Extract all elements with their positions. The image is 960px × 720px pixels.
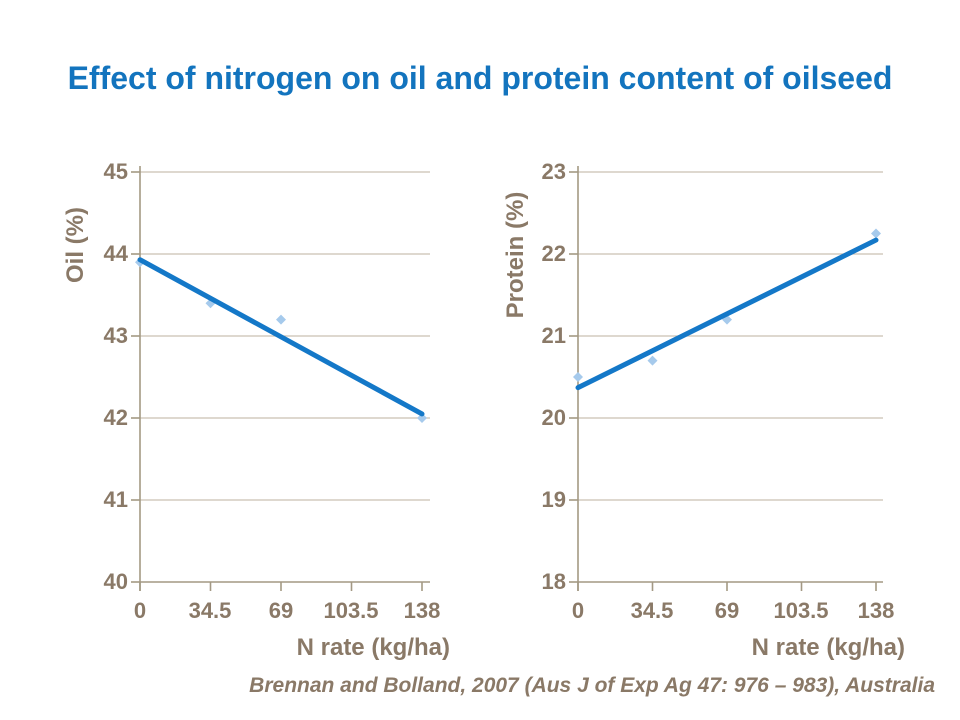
data-point-marker bbox=[276, 314, 286, 325]
protein-y-tick-label: 22 bbox=[541, 241, 566, 266]
trendline bbox=[137, 257, 425, 417]
oil-x-axis-label: N rate (kg/ha) bbox=[296, 634, 450, 661]
protein-y-tick-label: 23 bbox=[541, 159, 566, 184]
protein-y-tick-label: 19 bbox=[541, 487, 566, 512]
oil-x-tick-label: 103.5 bbox=[323, 598, 379, 623]
oil-x-tick-label: 0 bbox=[133, 598, 147, 623]
citation-text: Brennan and Bolland, 2007 (Aus J of Exp … bbox=[249, 674, 935, 697]
oil-x-tick-label: 138 bbox=[403, 598, 441, 623]
oil-y-tick-label: 43 bbox=[103, 323, 128, 348]
protein-y-tick-label: 20 bbox=[541, 405, 566, 430]
data-point-marker bbox=[573, 372, 583, 382]
oil-x-tick-label: 69 bbox=[268, 598, 294, 623]
protein-y-tick-label: 21 bbox=[541, 323, 566, 348]
protein-x-tick-label: 34.5 bbox=[630, 598, 674, 623]
oil-x-tick-label: 34.5 bbox=[188, 598, 232, 623]
oil-y-tick-label: 40 bbox=[103, 569, 128, 594]
protein-x-tick-label: 103.5 bbox=[773, 598, 829, 623]
protein-x-axis-label: N rate (kg/ha) bbox=[751, 634, 905, 661]
page-title: Effect of nitrogen on oil and protein co… bbox=[67, 60, 893, 96]
oil-y-tick-label: 44 bbox=[103, 241, 128, 266]
data-point-marker bbox=[871, 228, 881, 239]
data-point-marker bbox=[647, 355, 658, 366]
protein-x-tick-label: 0 bbox=[571, 598, 585, 623]
data-point-marker bbox=[417, 413, 427, 423]
protein-x-tick-label: 138 bbox=[857, 598, 895, 623]
protein-x-tick-label: 69 bbox=[714, 598, 740, 623]
protein-y-tick-label: 18 bbox=[541, 569, 566, 594]
oil-y-tick-label: 45 bbox=[103, 159, 128, 184]
oil-y-tick-label: 42 bbox=[103, 405, 128, 430]
trendline bbox=[575, 237, 879, 391]
oil-y-tick-label: 41 bbox=[103, 487, 128, 512]
